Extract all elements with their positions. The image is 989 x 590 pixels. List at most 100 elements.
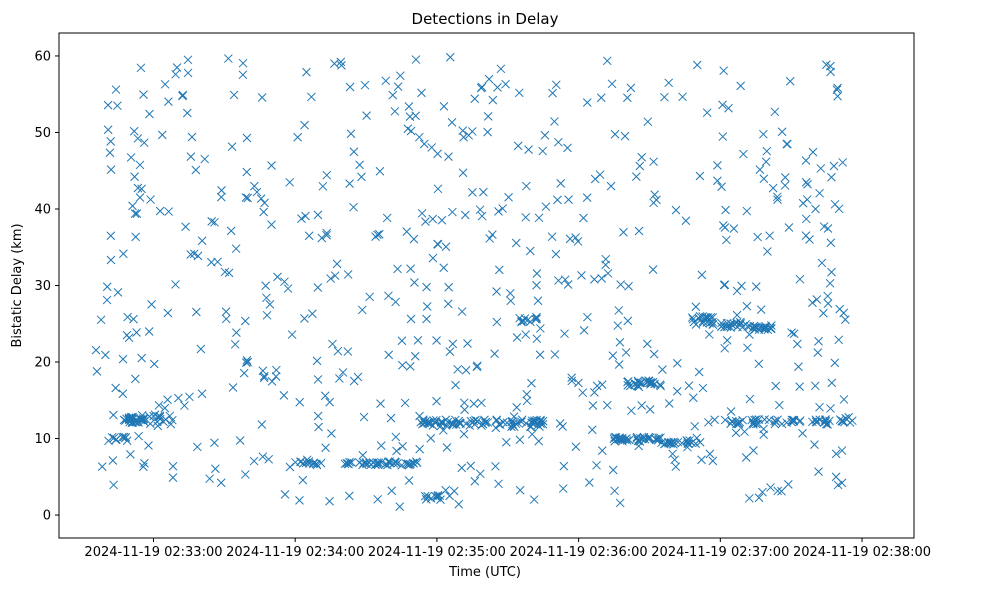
data-point xyxy=(690,421,700,431)
data-point xyxy=(741,453,751,462)
data-point xyxy=(180,401,189,410)
data-point xyxy=(807,417,817,427)
data-point xyxy=(780,172,790,182)
data-point xyxy=(174,393,183,403)
data-point xyxy=(761,157,771,167)
data-point xyxy=(833,91,842,101)
x-tick-label: 2024-11-19 02:36:00 xyxy=(510,545,648,560)
data-point xyxy=(740,427,749,437)
data-point xyxy=(792,339,802,349)
data-point xyxy=(614,306,624,315)
data-point xyxy=(298,475,308,485)
data-point xyxy=(297,214,306,223)
data-point xyxy=(240,316,250,326)
data-point xyxy=(770,107,780,117)
data-point xyxy=(322,230,331,240)
data-point xyxy=(625,381,635,391)
data-point xyxy=(754,493,764,503)
data-point xyxy=(476,83,486,93)
data-point xyxy=(256,194,266,203)
data-point xyxy=(264,454,274,464)
data-point xyxy=(239,368,249,378)
data-point xyxy=(131,232,141,242)
data-point xyxy=(139,414,149,424)
data-point xyxy=(827,267,836,277)
data-point xyxy=(460,210,470,220)
data-point xyxy=(373,494,383,504)
data-point xyxy=(338,368,348,377)
data-point xyxy=(145,412,154,421)
data-point xyxy=(200,154,210,164)
data-point xyxy=(403,124,413,134)
data-point xyxy=(704,417,713,427)
data-point xyxy=(210,438,219,448)
data-point xyxy=(660,92,669,102)
data-point xyxy=(358,450,368,460)
data-point xyxy=(839,417,849,427)
data-point xyxy=(145,419,155,429)
data-point xyxy=(826,238,836,248)
data-point xyxy=(336,57,346,67)
data-point xyxy=(391,432,401,442)
data-point xyxy=(137,184,146,194)
data-point xyxy=(825,278,835,288)
data-point xyxy=(109,410,118,420)
data-point xyxy=(191,165,201,175)
data-point xyxy=(444,282,454,292)
data-point xyxy=(515,435,525,445)
data-point xyxy=(730,319,739,329)
data-point xyxy=(494,265,504,275)
data-point xyxy=(655,380,665,389)
data-point xyxy=(337,61,346,70)
data-point xyxy=(216,192,226,202)
data-point xyxy=(504,192,513,202)
data-point xyxy=(322,228,332,238)
data-point xyxy=(105,148,115,158)
chart-title: Detections in Delay xyxy=(412,10,559,28)
data-point xyxy=(171,280,180,289)
data-point xyxy=(508,419,517,429)
data-point xyxy=(590,388,599,397)
data-point xyxy=(302,67,311,77)
data-point xyxy=(171,69,180,79)
data-point xyxy=(445,52,455,62)
data-point xyxy=(713,161,722,170)
data-point xyxy=(388,90,398,100)
data-point xyxy=(814,467,823,476)
data-point xyxy=(827,172,836,182)
data-point xyxy=(359,412,369,422)
data-point xyxy=(164,207,174,216)
data-point xyxy=(104,436,113,446)
data-point xyxy=(295,496,304,505)
data-point xyxy=(221,307,231,316)
data-point xyxy=(622,436,632,445)
data-point xyxy=(186,250,196,259)
data-point xyxy=(658,365,667,375)
data-point xyxy=(262,310,272,320)
data-point xyxy=(309,458,319,468)
data-point xyxy=(155,412,165,421)
data-point xyxy=(577,271,586,280)
data-point xyxy=(134,431,144,441)
data-point xyxy=(133,183,143,193)
data-point xyxy=(494,479,503,489)
data-point xyxy=(833,480,843,490)
data-point xyxy=(541,202,551,212)
data-point xyxy=(375,166,385,176)
data-point xyxy=(103,100,113,110)
data-point xyxy=(160,79,170,89)
x-tick-label: 2024-11-19 02:35:00 xyxy=(368,545,506,560)
data-point xyxy=(483,112,493,121)
data-point xyxy=(333,346,343,356)
data-point xyxy=(445,347,455,356)
data-point xyxy=(798,428,807,438)
data-point xyxy=(637,401,647,410)
data-point xyxy=(722,235,731,245)
x-axis-label: Time (UTC) xyxy=(448,565,521,580)
y-tick-label: 20 xyxy=(34,356,51,371)
data-point xyxy=(726,407,736,416)
data-point xyxy=(259,207,269,217)
data-point xyxy=(258,452,268,462)
data-point xyxy=(144,327,154,336)
data-point xyxy=(620,131,630,141)
